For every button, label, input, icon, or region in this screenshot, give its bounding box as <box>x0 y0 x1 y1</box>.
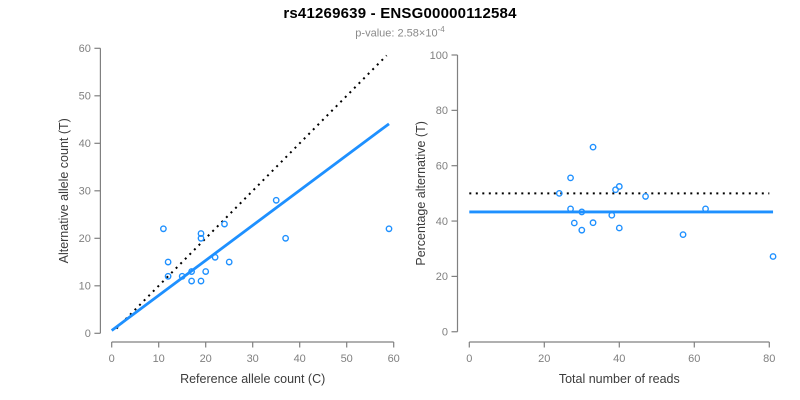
x-tick-label: 0 <box>109 353 115 365</box>
y-tick-label: 0 <box>85 328 91 340</box>
scatter-point <box>225 258 233 266</box>
scatter-point <box>769 253 777 260</box>
scatter-point <box>282 234 289 242</box>
x-tick-label: 20 <box>200 353 212 365</box>
y-tick-label: 100 <box>430 50 448 62</box>
scatter-point <box>385 225 393 233</box>
scatter-point <box>608 211 616 219</box>
scatter-point <box>615 183 623 190</box>
y-tick-label: 10 <box>79 281 91 293</box>
scatter-point <box>589 219 597 227</box>
scatter-point <box>642 193 649 200</box>
y-axis-title: Percentage alternative (T) <box>414 121 428 266</box>
scatter-point <box>272 196 280 204</box>
scatter-point <box>555 189 563 197</box>
scatter-point <box>589 143 597 151</box>
scatter-point <box>612 186 619 194</box>
x-tick-label: 60 <box>388 353 400 365</box>
x-axis-title: Total number of reads <box>559 372 680 386</box>
scatter-point <box>578 208 586 216</box>
scatter-point <box>159 225 167 233</box>
scatter-point <box>202 268 210 275</box>
x-axis-title: Reference allele count (C) <box>180 372 325 386</box>
scatter-point <box>570 219 578 227</box>
y-tick-label: 40 <box>79 138 91 150</box>
y-tick-label: 30 <box>79 186 91 198</box>
scatter-point <box>567 205 574 213</box>
x-tick-label: 10 <box>153 353 165 365</box>
scatter-point <box>188 277 196 285</box>
x-tick-label: 40 <box>613 353 625 365</box>
y-tick-label: 50 <box>79 91 91 103</box>
scatter-point <box>164 258 172 266</box>
scatter-point <box>578 226 586 234</box>
x-tick-label: 80 <box>763 353 775 365</box>
percentage-alternative-plot: 0 20 40 60 80 0 20 40 60 80 100 Total number of rea… <box>414 50 777 386</box>
y-tick-label: 20 <box>436 271 448 283</box>
y-tick-label: 0 <box>442 327 448 339</box>
scatter-point <box>679 231 687 239</box>
scatter-point <box>178 272 186 280</box>
scatter-point <box>567 174 574 182</box>
scatter-point <box>164 272 172 280</box>
scatter-point <box>188 268 196 275</box>
fit-line <box>110 122 390 332</box>
y-tick-label: 20 <box>79 233 91 245</box>
scatter-point <box>702 205 709 213</box>
y-tick-label: 80 <box>436 105 448 117</box>
y-tick-label: 60 <box>436 161 448 173</box>
scatter-point <box>197 277 205 285</box>
x-tick-label: 60 <box>688 353 700 365</box>
allele-counts-plot: 0 10 20 30 40 50 60 0 10 20 30 40 50 60 Reference alle… <box>57 43 400 386</box>
page-title: rs41269639 - ENSG00000112584 <box>283 5 517 22</box>
p-value-mantissa: 2.58×10 <box>397 27 438 40</box>
p-value-subtitle: p-value: 2.58×10-4 <box>0 25 800 40</box>
x-tick-label: 50 <box>341 353 353 365</box>
scatter-point <box>221 220 228 228</box>
y-tick-label: 60 <box>79 43 91 55</box>
x-tick-label: 30 <box>247 353 259 365</box>
x-tick-label: 40 <box>294 353 306 365</box>
y-axis-title: Alternative allele count (T) <box>57 118 71 263</box>
scatter-point <box>197 234 205 242</box>
p-value-exponent: -4 <box>437 25 445 34</box>
x-tick-label: 0 <box>466 353 472 365</box>
p-value-label: p-value: <box>355 27 398 40</box>
identity-line <box>115 54 388 330</box>
y-tick-label: 40 <box>436 216 448 228</box>
scatter-point <box>211 253 219 261</box>
x-tick-label: 20 <box>538 353 550 365</box>
scatter-point <box>615 224 623 232</box>
